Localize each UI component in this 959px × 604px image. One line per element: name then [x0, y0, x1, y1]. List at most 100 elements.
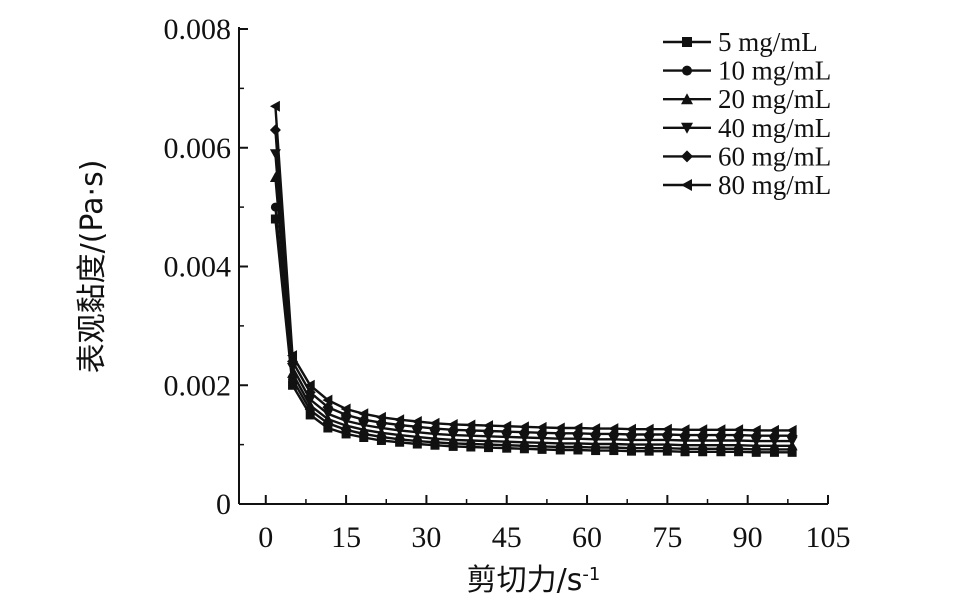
data-point: [643, 423, 654, 435]
data-point: [304, 379, 315, 391]
data-point: [340, 416, 352, 427]
data-point: [483, 420, 494, 432]
legend-item: 20 mg/mL: [663, 84, 831, 114]
series-4: [269, 149, 798, 447]
legend-marker: [682, 65, 692, 76]
data-point: [269, 100, 280, 112]
data-point: [661, 435, 673, 446]
data-point: [518, 433, 530, 443]
series-1: [270, 214, 797, 457]
data-point: [394, 425, 406, 436]
data-point: [643, 435, 655, 446]
x-tick-label: 15: [331, 521, 361, 554]
data-point: [679, 424, 690, 436]
data-point: [590, 423, 601, 435]
legend-marker: [681, 150, 693, 163]
data-point: [465, 419, 476, 431]
x-axis-title: 剪切力/s-1: [467, 563, 601, 598]
data-point: [288, 380, 298, 390]
data-point: [733, 424, 744, 436]
legend-label: 80 mg/mL: [718, 170, 831, 200]
data-point: [786, 424, 797, 436]
x-tick-label: 30: [411, 521, 441, 554]
x-axis-title-main: 剪切力/s: [467, 563, 583, 598]
data-point: [697, 424, 708, 436]
legend-marker: [681, 122, 693, 134]
legend-item: 5 mg/mL: [663, 27, 818, 57]
data-point: [590, 434, 602, 445]
data-point: [661, 423, 672, 435]
legend-item: 80 mg/mL: [663, 170, 831, 200]
data-point: [768, 424, 779, 436]
data-point: [323, 423, 333, 433]
data-point: [447, 418, 458, 430]
x-tick-label: 90: [733, 521, 763, 554]
x-tick-label: 0: [258, 521, 273, 554]
legend-label: 10 mg/mL: [718, 56, 831, 86]
data-point: [518, 421, 529, 433]
data-point: [411, 427, 423, 438]
data-point: [697, 435, 709, 446]
data-point: [447, 430, 459, 441]
data-point: [608, 434, 620, 445]
data-point: [358, 420, 370, 431]
data-point: [429, 429, 441, 440]
x-tick-label: 75: [652, 521, 682, 554]
data-point: [572, 434, 584, 445]
data-point: [572, 422, 583, 434]
data-point: [322, 409, 334, 420]
legend-item: 40 mg/mL: [663, 113, 831, 143]
data-point: [625, 423, 636, 435]
data-point: [411, 415, 422, 427]
legend-marker: [681, 179, 692, 191]
series-line: [274, 153, 793, 443]
data-point: [536, 433, 548, 444]
data-point: [394, 414, 405, 426]
data-point: [733, 435, 745, 446]
data-point: [483, 431, 495, 442]
x-axis-title-sup: -1: [582, 564, 600, 585]
data-point: [375, 423, 387, 434]
legend-marker: [682, 37, 692, 47]
data-point: [501, 432, 513, 443]
series-line: [274, 206, 793, 451]
data-point: [429, 417, 440, 429]
series-line: [274, 129, 793, 437]
data-point: [340, 403, 351, 415]
data-point: [501, 420, 512, 432]
y-tick-label: 0: [216, 488, 231, 521]
x-tick-label: 105: [806, 521, 851, 554]
series-line: [274, 177, 793, 447]
series-line: [274, 106, 793, 432]
y-tick-label: 0.006: [164, 132, 232, 165]
data-point: [554, 422, 565, 434]
y-axis-title: 表观黏度/(Pa·s): [75, 160, 110, 374]
data-point: [715, 435, 727, 446]
legend-label: 40 mg/mL: [718, 113, 831, 143]
data-point: [269, 124, 281, 136]
data-point: [358, 408, 369, 420]
series-6: [269, 100, 797, 436]
data-point: [554, 434, 566, 445]
x-tick-label: 60: [572, 521, 602, 554]
data-point: [536, 421, 547, 433]
y-tick-label: 0.004: [164, 251, 232, 284]
data-point: [322, 394, 333, 406]
data-point: [679, 435, 691, 446]
data-point: [768, 436, 780, 447]
data-point: [465, 431, 477, 442]
legend-item: 60 mg/mL: [663, 141, 831, 171]
legend-marker: [681, 93, 693, 105]
data-point: [715, 424, 726, 436]
legend-label: 5 mg/mL: [718, 27, 818, 57]
axes: 0 0.002 0.004 0.006 0.008 0 15 30 45 60 75 90 105: [164, 13, 851, 554]
data-point: [305, 410, 315, 420]
data-point: [750, 424, 761, 436]
data-point: [750, 436, 762, 447]
data-point: [304, 395, 316, 405]
legend-label: 20 mg/mL: [718, 84, 831, 114]
y-tick-label: 0.002: [164, 369, 232, 402]
x-tick-label: 45: [492, 521, 522, 554]
